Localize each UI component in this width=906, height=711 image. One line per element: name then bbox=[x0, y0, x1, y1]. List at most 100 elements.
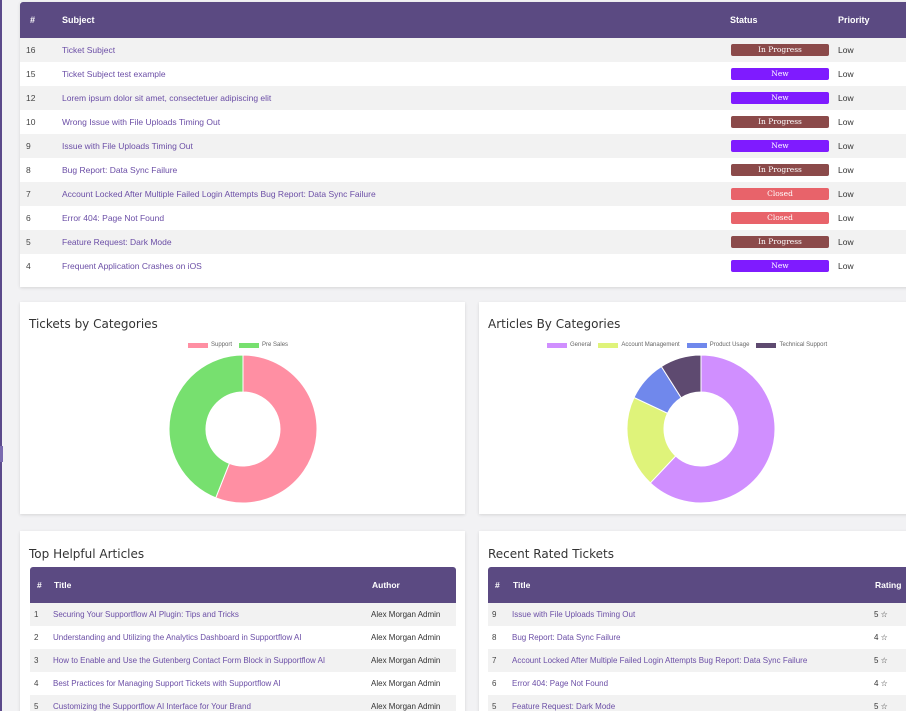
table-row[interactable]: 5 Customizing the Supportflow AI Interfac… bbox=[30, 695, 456, 711]
legend-label: Pre Sales bbox=[262, 342, 289, 348]
rated-ticket-id: 9 bbox=[492, 610, 497, 619]
article-title-link[interactable]: How to Enable and Use the Gutenberg Cont… bbox=[53, 656, 326, 665]
ticket-subject-link[interactable]: Ticket Subject test example bbox=[62, 69, 166, 79]
rated-ticket-title-link[interactable]: Bug Report: Data Sync Failure bbox=[512, 633, 621, 642]
table-row[interactable]: 2 Understanding and Utilizing the Analyti… bbox=[30, 626, 456, 649]
col-header-title: Title bbox=[513, 580, 531, 590]
articles-by-categories-card: Articles By Categories General Account Ma… bbox=[479, 302, 906, 514]
table-row[interactable]: 8 Bug Report: Data Sync Failure In Progres… bbox=[20, 158, 906, 182]
article-id: 3 bbox=[34, 656, 39, 665]
section-title: Top Helpful Articles bbox=[29, 547, 145, 561]
table-row[interactable]: 10 Wrong Issue with File Uploads Timing O… bbox=[20, 110, 906, 134]
ticket-id: 9 bbox=[26, 141, 31, 151]
donut-slice-technical-support[interactable] bbox=[660, 354, 702, 399]
ticket-priority: Low bbox=[838, 237, 854, 247]
status-badge: New bbox=[731, 68, 829, 80]
table-row[interactable]: 9 Issue with File Uploads Timing Out New Lo… bbox=[20, 134, 906, 158]
article-author: Alex Morgan Admin bbox=[371, 633, 441, 642]
rated-ticket-id: 7 bbox=[492, 656, 497, 665]
status-cell: New bbox=[731, 92, 838, 104]
legend-swatch bbox=[239, 342, 260, 348]
table-row[interactable]: 4 Best Practices for Managing Support Tic… bbox=[30, 672, 456, 695]
col-header-subject: Subject bbox=[62, 15, 95, 25]
status-cell: New bbox=[731, 68, 838, 80]
legend-item[interactable]: Support bbox=[188, 342, 232, 348]
col-header-rating: Rating bbox=[875, 580, 902, 590]
legend-item[interactable]: Account Management bbox=[598, 342, 680, 348]
ticket-priority: Low bbox=[838, 45, 854, 55]
rating-value: 5 ☆ bbox=[874, 656, 888, 665]
legend-swatch bbox=[686, 342, 707, 348]
rated-ticket-id: 5 bbox=[492, 702, 497, 711]
ticket-subject-link[interactable]: Ticket Subject bbox=[62, 45, 116, 55]
table-row[interactable]: 12 Lorem ipsum dolor sit amet, consectetu… bbox=[20, 86, 906, 110]
col-header-id: # bbox=[495, 580, 500, 590]
chart-legend: General Account Management Product Usage Te… bbox=[547, 342, 827, 348]
article-id: 2 bbox=[34, 633, 39, 642]
legend-label: Product Usage bbox=[709, 342, 750, 348]
table-row[interactable]: 7 Account Locked After Multiple Failed Lo… bbox=[20, 182, 906, 206]
legend-item[interactable]: Product Usage bbox=[686, 342, 750, 348]
ticket-subject-link[interactable]: Error 404: Page Not Found bbox=[62, 213, 165, 223]
rated-ticket-id: 6 bbox=[492, 679, 497, 688]
status-badge: Closed bbox=[731, 188, 829, 200]
top-helpful-articles-card: Top Helpful Articles # Title Author 1 Sec… bbox=[20, 531, 465, 711]
col-header-title: Title bbox=[54, 580, 72, 590]
table-row[interactable]: 8 Bug Report: Data Sync Failure 4 ☆ bbox=[488, 626, 906, 649]
article-title-link[interactable]: Understanding and Utilizing the Analytic… bbox=[53, 633, 302, 642]
ticket-id: 6 bbox=[26, 213, 31, 223]
table-row[interactable]: 15 Ticket Subject test example New Low bbox=[20, 62, 906, 86]
legend-item[interactable]: Pre Sales bbox=[239, 342, 288, 348]
article-title-link[interactable]: Securing Your Supportflow AI Plugin: Tip… bbox=[53, 610, 239, 619]
table-row[interactable]: 4 Frequent Application Crashes on iOS New L… bbox=[20, 254, 906, 278]
table-row[interactable]: 5 Feature Request: Dark Mode In Progress Lo… bbox=[20, 230, 906, 254]
table-row[interactable]: 6 Error 404: Page Not Found 4 ☆ bbox=[488, 672, 906, 695]
ticket-subject-link[interactable]: Bug Report: Data Sync Failure bbox=[62, 165, 178, 175]
article-author: Alex Morgan Admin bbox=[371, 702, 441, 711]
table-row[interactable]: 7 Account Locked After Multiple Failed Lo… bbox=[488, 649, 906, 672]
legend-item[interactable]: Technical Support bbox=[756, 342, 827, 348]
status-cell: New bbox=[731, 140, 838, 152]
article-id: 5 bbox=[34, 702, 39, 711]
table-row[interactable]: 5 Feature Request: Dark Mode 5 ☆ bbox=[488, 695, 906, 711]
ticket-subject-link[interactable]: Issue with File Uploads Timing Out bbox=[62, 141, 193, 151]
section-title: Recent Rated Tickets bbox=[488, 547, 614, 561]
donut-slice-support[interactable] bbox=[215, 354, 318, 504]
donut-slice-general[interactable] bbox=[649, 354, 776, 504]
legend-label: Technical Support bbox=[779, 342, 828, 348]
ticket-id: 8 bbox=[26, 165, 31, 175]
status-cell: In Progress bbox=[731, 236, 838, 248]
status-badge: New bbox=[731, 140, 829, 152]
legend-item[interactable]: General bbox=[547, 342, 591, 348]
donut-slice-pre-sales[interactable] bbox=[168, 354, 244, 499]
recent-rated-tickets-card: Recent Rated Tickets # Title Rating 9 Iss… bbox=[479, 531, 906, 711]
rated-ticket-title-link[interactable]: Feature Request: Dark Mode bbox=[512, 702, 616, 711]
ticket-subject-link[interactable]: Account Locked After Multiple Failed Log… bbox=[62, 189, 376, 199]
table-row[interactable]: 16 Ticket Subject In Progress Low bbox=[20, 38, 906, 62]
tickets-table-header: # Subject Status Priority bbox=[20, 2, 906, 38]
col-header-author: Author bbox=[372, 580, 400, 590]
sidebar-edge-marker bbox=[0, 446, 3, 462]
ticket-subject-link[interactable]: Wrong Issue with File Uploads Timing Out bbox=[62, 117, 221, 127]
articles-donut-chart bbox=[626, 354, 776, 504]
rated-ticket-title-link[interactable]: Account Locked After Multiple Failed Log… bbox=[512, 656, 808, 665]
rated-ticket-title-link[interactable]: Issue with File Uploads Timing Out bbox=[512, 610, 636, 619]
table-row[interactable]: 6 Error 404: Page Not Found Closed Low bbox=[20, 206, 906, 230]
article-title-link[interactable]: Best Practices for Managing Support Tick… bbox=[53, 679, 281, 688]
ticket-id: 15 bbox=[26, 69, 36, 79]
table-row[interactable]: 3 How to Enable and Use the Gutenberg Con… bbox=[30, 649, 456, 672]
table-row[interactable]: 9 Issue with File Uploads Timing Out 5 ☆ bbox=[488, 603, 906, 626]
legend-label: General bbox=[570, 342, 592, 348]
ticket-subject-link[interactable]: Feature Request: Dark Mode bbox=[62, 237, 172, 247]
ticket-subject-link[interactable]: Lorem ipsum dolor sit amet, consectetuer… bbox=[62, 93, 272, 103]
rated-ticket-title-link[interactable]: Error 404: Page Not Found bbox=[512, 679, 609, 688]
status-badge: In Progress bbox=[731, 116, 829, 128]
rated-table-header: # Title Rating bbox=[488, 567, 906, 603]
table-row[interactable]: 1 Securing Your Supportflow AI Plugin: Ti… bbox=[30, 603, 456, 626]
status-badge: In Progress bbox=[731, 236, 829, 248]
sidebar-edge bbox=[0, 0, 3, 711]
legend-swatch bbox=[547, 342, 567, 348]
ticket-subject-link[interactable]: Frequent Application Crashes on iOS bbox=[62, 261, 202, 271]
col-header-id: # bbox=[37, 580, 42, 590]
article-title-link[interactable]: Customizing the Supportflow AI Interface… bbox=[53, 702, 251, 711]
